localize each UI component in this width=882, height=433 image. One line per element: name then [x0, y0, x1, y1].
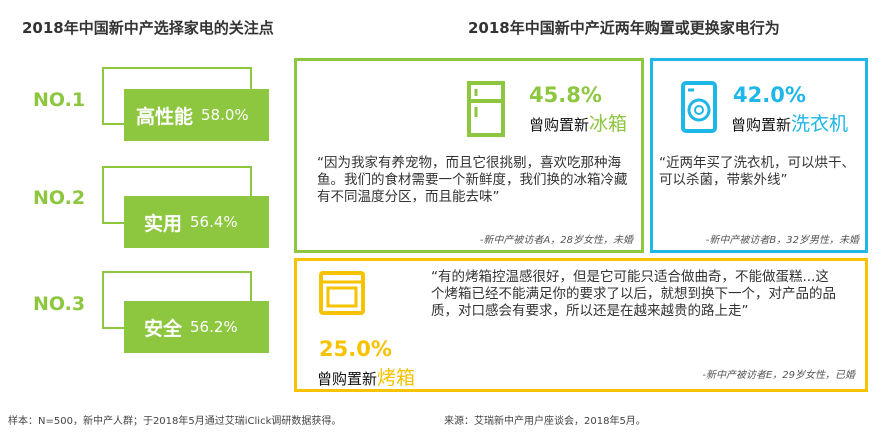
washer-quote: “近两年买了洗衣机，可以烘干、可以杀菌，带紫外线”: [659, 155, 855, 188]
washer-card: 42.0% 曾购置新洗衣机 “近两年买了洗衣机，可以烘干、可以杀菌，带紫外线” …: [650, 58, 868, 253]
fridge-percent: 45.8%: [529, 83, 602, 107]
rank-percent: 58.0%: [201, 106, 249, 124]
washing-machine-icon: [681, 81, 717, 133]
oven-quote: “有的烤箱控温感很好，但是它可能只适合做曲奇，不能做蛋糕...这个烤箱已经不能满…: [431, 269, 836, 319]
oven-label: 曾购置新烤箱: [317, 367, 416, 389]
washer-item: 洗衣机: [791, 113, 849, 135]
oven-item: 烤箱: [377, 367, 416, 389]
rank-name: 安全: [144, 317, 183, 340]
footer-sample: 样本：N=500，新中产人群；于2018年5月通过艾瑞iClick调研数据获得。: [8, 416, 342, 427]
fridge-item: 冰箱: [589, 113, 628, 135]
rank-number: NO.2: [33, 187, 86, 209]
fridge-label: 曾购置新冰箱: [529, 113, 628, 135]
oven-card: 25.0% 曾购置新烤箱 “有的烤箱控温感很好，但是它可能只适合做曲奇，不能做蛋…: [294, 258, 868, 392]
rank-item-3: 安全 56.2%: [124, 301, 269, 353]
oven-source: -新中产被访者E，29岁女性，已婚: [702, 370, 855, 381]
fridge-card: 45.8% 曾购置新冰箱 “因为我家有养宠物，而且它很挑剔，喜欢吃那种海鱼。我们…: [294, 58, 644, 253]
right-title: 2018年中国新中产近两年购置或更换家电行为: [468, 19, 780, 37]
fridge-icon: [467, 81, 505, 137]
rank-number: NO.1: [33, 89, 86, 111]
rank-item-1: 高性能 58.0%: [124, 89, 269, 141]
rank-item-2: 实用 56.4%: [124, 196, 269, 248]
washer-percent: 42.0%: [733, 83, 806, 107]
rank-percent: 56.4%: [190, 213, 238, 231]
left-title: 2018年中国新中产选择家电的关注点: [22, 19, 274, 37]
fridge-quote: “因为我家有养宠物，而且它很挑剔，喜欢吃那种海鱼。我们的食材需要一个新鲜度，我们…: [317, 155, 628, 205]
rank-name: 实用: [144, 212, 183, 235]
fridge-source: -新中产被访者A，28岁女性，未婚: [479, 235, 633, 246]
washer-label: 曾购置新洗衣机: [731, 113, 849, 135]
oven-percent: 25.0%: [319, 337, 392, 361]
oven-icon: [319, 271, 365, 315]
rank-name: 高性能: [136, 105, 194, 128]
footer-source: 来源：艾瑞新中产用户座谈会，2018年5月。: [444, 416, 646, 427]
rank-percent: 56.2%: [190, 318, 238, 336]
rank-number: NO.3: [33, 293, 86, 315]
washer-source: -新中产被访者B，32岁男性，未婚: [705, 235, 859, 246]
